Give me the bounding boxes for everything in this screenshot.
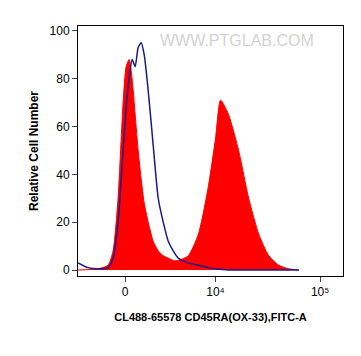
svg-text:WWW.PTGLAB.COM: WWW.PTGLAB.COM [160,32,314,49]
svg-text:10⁵: 10⁵ [311,285,329,299]
svg-text:Relative Cell Number: Relative Cell Number [27,91,41,211]
svg-text:60: 60 [56,120,70,134]
svg-text:0: 0 [122,285,129,299]
svg-text:CL488-65578 CD45RA(OX-33),FITC: CL488-65578 CD45RA(OX-33),FITC-A [114,311,307,323]
svg-text:20: 20 [56,215,70,229]
svg-text:40: 40 [56,168,70,182]
svg-text:80: 80 [56,72,70,86]
svg-text:100: 100 [50,24,70,38]
svg-text:0: 0 [63,263,70,277]
svg-text:10⁴: 10⁴ [206,285,225,299]
